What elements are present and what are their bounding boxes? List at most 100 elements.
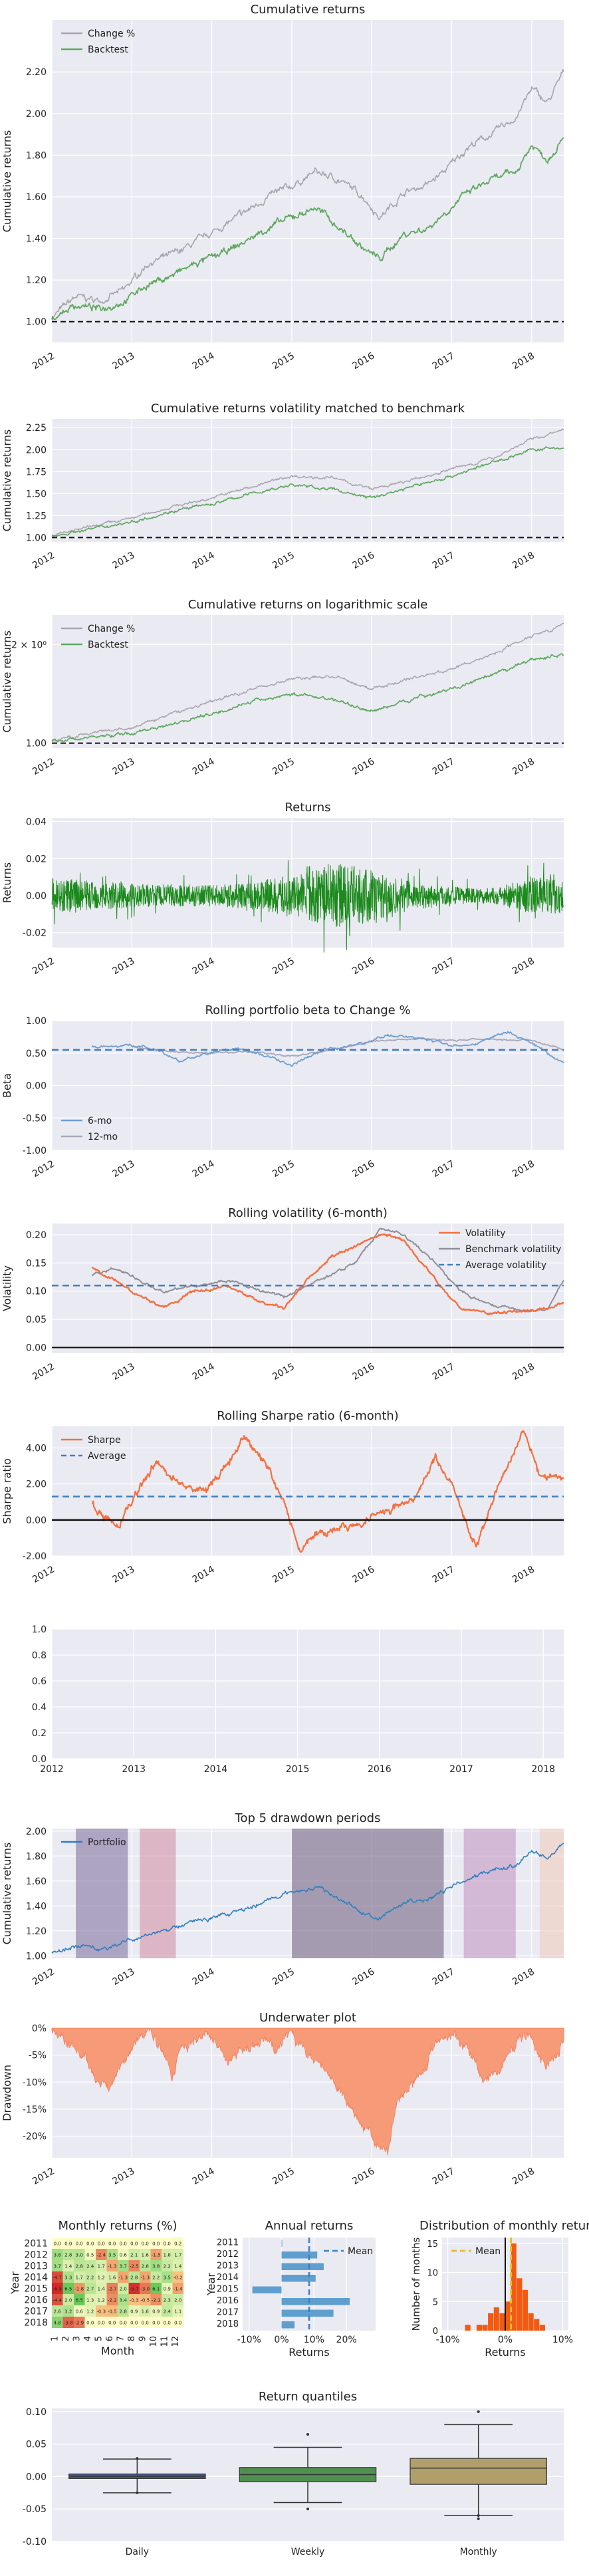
x-tick-label: 2012 (31, 756, 57, 777)
x-tick-label: 2014 (191, 1564, 217, 1585)
legend-label: Volatility (465, 1228, 505, 1239)
heatmap-value: -0.3 (96, 2309, 106, 2315)
heatmap-value: 0.9 (152, 2309, 160, 2315)
x-tick-label: 2012 (31, 1361, 57, 1382)
heatmap-value: 0.0 (130, 2321, 138, 2326)
heatmap-value: 0.6 (120, 2253, 128, 2258)
y-tick-label: 2013 (217, 2261, 239, 2271)
heatmap-cell (52, 2249, 63, 2260)
bar (281, 2321, 295, 2329)
heatmap-cell (140, 2283, 151, 2294)
chart-monthly-distribution: -10% 0% 10% 15 10 5 0 Mean Distribution of month… (410, 2219, 589, 2359)
heatmap-value: 2.7 (86, 2287, 94, 2292)
x-tick-label: 2015 (286, 1764, 310, 1775)
heatmap-cell (96, 2249, 107, 2260)
heatmap-cell (106, 2271, 118, 2283)
heatmap-value: -4.4 (53, 2298, 62, 2303)
y-tick-label: 1.60 (26, 1876, 47, 1887)
heatmap-cell (62, 2271, 74, 2283)
x-tick-label: 2016 (350, 956, 376, 977)
y-axis-label: Drawdown (1, 2065, 13, 2121)
y-tick-label: -20% (23, 2132, 47, 2142)
y-tick-label: 1.00 (26, 1951, 47, 1962)
y-tick-label: 1.40 (26, 1901, 47, 1912)
y-tick-label: 1.00 (26, 533, 47, 543)
box-outlier (306, 2433, 309, 2436)
y-tick-label: 4.00 (26, 1444, 47, 1454)
x-tick-label: 10 (149, 2336, 159, 2347)
heatmap-cell (74, 2305, 85, 2317)
histogram-bar (522, 2289, 529, 2331)
y-tick-label: 2012 (24, 2250, 48, 2261)
heatmap-value: 2.6 (54, 2309, 62, 2315)
x-tick-label: 11 (160, 2336, 170, 2347)
heatmap-cell (150, 2317, 162, 2328)
x-tick-label: 6 (105, 2336, 115, 2341)
x-tick-label: 10% (304, 2335, 324, 2345)
heatmap-cell (62, 2294, 74, 2305)
x-tick-label: 2012 (31, 350, 57, 372)
y-axis-label: Cumulative returns (1, 630, 13, 733)
y-axis-label: Cumulative returns (1, 430, 13, 532)
x-tick-label: 2017 (431, 350, 457, 372)
x-tick-label: 2017 (431, 1158, 457, 1180)
heatmap-cell (84, 2271, 96, 2283)
drawdown-period (76, 1829, 128, 1958)
x-tick-label: 2012 (31, 1564, 57, 1585)
x-tick-label: 0% (498, 2335, 513, 2345)
heatmap-value: 0.6 (76, 2309, 84, 2315)
x-tick-label: 2015 (271, 2166, 296, 2187)
heatmap-value: -1.4 (174, 2287, 183, 2292)
heatmap-cell (118, 2317, 129, 2328)
heatmap-value: 1.2 (98, 2298, 105, 2303)
y-tick-label: 0.00 (26, 1343, 47, 1354)
heatmap-value: 4.8 (54, 2321, 61, 2326)
y-tick-label: 0.6 (32, 1676, 47, 1687)
heatmap-value: -2.1 (152, 2298, 161, 2303)
series-line-volatility (91, 1233, 564, 1316)
y-tick-label: 2014 (217, 2273, 239, 2283)
chart-title: Monthly returns (%) (58, 2219, 177, 2233)
x-tick-label: 2018 (511, 550, 536, 571)
series-line-change (51, 68, 564, 321)
heatmap-value: 3.8 (54, 2253, 61, 2258)
heatmap-value: 2.2 (152, 2275, 160, 2281)
legend-label: Backtest (88, 45, 128, 55)
x-tick-label: 2015 (271, 756, 296, 777)
heatmap-cell (84, 2249, 96, 2260)
x-tick-label: 2017 (431, 956, 457, 977)
y-tick-label: 2.25 (26, 423, 47, 434)
chart-cumret: 2012 2013 2014 2015 2016 2017 2018 1.00 1.20 1.40… (1, 3, 564, 372)
heatmap-value: 2.8 (64, 2253, 72, 2258)
y-tick-label: 1.0 (32, 1624, 47, 1635)
y-tick-label: 2015 (24, 2284, 48, 2295)
bar (281, 2275, 316, 2282)
x-tick-label: 2012 (31, 956, 57, 977)
heatmap-value: 2.2 (86, 2275, 94, 2281)
x-tick-label: 2017 (431, 550, 457, 571)
y-tick-label: 1.60 (26, 192, 47, 203)
x-tick-label: 2015 (271, 1966, 296, 1988)
heatmap-cell (62, 2283, 74, 2294)
x-tick-label: 1 (50, 2336, 60, 2341)
y-tick-label: 2.00 (26, 1480, 47, 1490)
y-tick-label: 2018 (217, 2319, 239, 2329)
box-outlier (306, 2508, 309, 2511)
heatmap-value: -6.5 (53, 2287, 62, 2292)
heatmap-cell (172, 2249, 183, 2260)
heatmap-value: 0.0 (142, 2242, 149, 2247)
heatmap-cell (128, 2317, 140, 2328)
x-tick-label: 2017 (431, 1361, 457, 1382)
series-line-benchmark (51, 428, 564, 538)
x-tick-label: 2018 (511, 756, 536, 777)
legend-label: Mean (348, 2246, 373, 2257)
y-tick-label: 1.40 (26, 234, 47, 245)
heatmap-cell (172, 2294, 183, 2305)
heatmap-value: -1.3 (140, 2275, 150, 2281)
y-tick-label: -1.00 (23, 1146, 47, 1156)
x-tick-label: 2012 (31, 1158, 57, 1180)
legend-label: Average volatility (465, 1260, 546, 1271)
heatmap-value: -2.7 (108, 2287, 117, 2292)
y-tick-label: 0.10 (26, 1287, 47, 1297)
y-tick-label: 1.20 (26, 275, 47, 286)
